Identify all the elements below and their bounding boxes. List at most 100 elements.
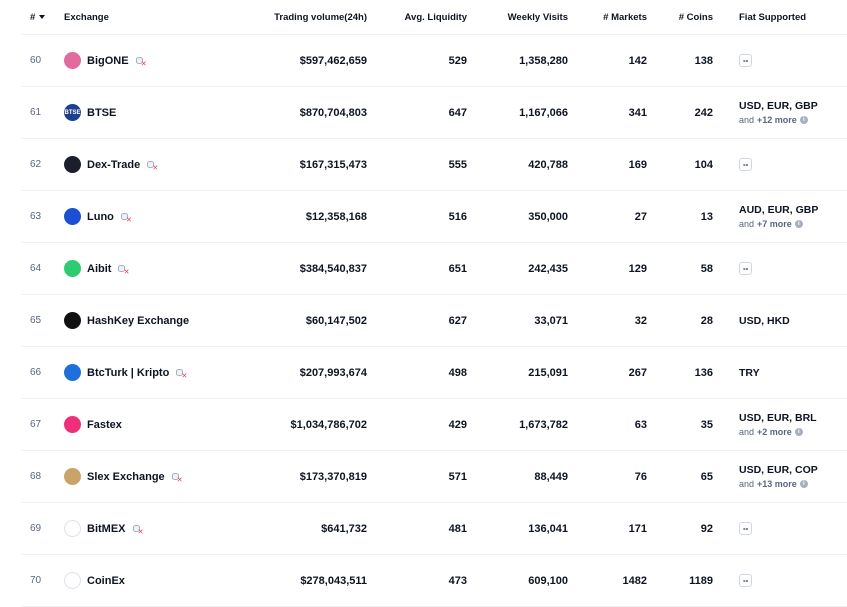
- exchange-name-link[interactable]: BitMEX: [87, 522, 126, 535]
- fiat-more-count[interactable]: +12 more: [757, 115, 797, 125]
- volume-cell: $278,043,511: [229, 554, 367, 607]
- rank-cell: 63: [21, 190, 64, 243]
- coinex-logo-icon[interactable]: [64, 572, 81, 589]
- btcturk-logo-icon[interactable]: [64, 364, 81, 381]
- volume-cell: $207,993,674: [229, 346, 367, 399]
- table-row[interactable]: 67 Fastex $1,034,786,702 429 1,673,782 63 35 US…: [21, 398, 847, 451]
- exchange-name-link[interactable]: Aibit: [87, 262, 112, 275]
- fiat-column-header: Fiat Supported: [713, 0, 847, 35]
- exchange-cell[interactable]: Luno ✕: [64, 190, 229, 243]
- exchange-name-link[interactable]: Luno: [87, 210, 114, 223]
- exchange-cell[interactable]: Slex Exchange ✕: [64, 450, 229, 503]
- exchange-cell[interactable]: BtcTurk | Kripto ✕: [64, 346, 229, 399]
- exchange-cell[interactable]: Aibit ✕: [64, 242, 229, 295]
- table-row[interactable]: 65 HashKey Exchange $60,147,502 627 33,071 32…: [21, 294, 847, 347]
- fiat-empty-badge: --: [739, 262, 753, 275]
- table-row[interactable]: 62 Dex-Trade ✕ $167,315,473 555 420,788 169 104…: [21, 138, 847, 191]
- untracked-database-icon[interactable]: ✕: [135, 56, 147, 68]
- exchange-cell[interactable]: Fastex: [64, 398, 229, 451]
- table-row[interactable]: 68 Slex Exchange ✕ $173,370,819 571 88,449 76 6…: [21, 450, 847, 503]
- table-row[interactable]: 63 Luno ✕ $12,358,168 516 350,000 27 13 AUD, EUR…: [21, 190, 847, 243]
- exchange-name-link[interactable]: BtcTurk | Kripto: [87, 366, 170, 379]
- dex-trade-logo-icon[interactable]: [64, 156, 81, 173]
- info-icon[interactable]: i: [799, 116, 808, 124]
- hashkey-logo-icon[interactable]: [64, 312, 81, 329]
- exchange-name-link[interactable]: HashKey Exchange: [87, 314, 190, 327]
- volume-cell: $1,034,786,702: [229, 398, 367, 451]
- exchange-table: # Exchange Trading volume(24h) Avg. Liqu…: [21, 0, 847, 607]
- coins-cell: 92: [647, 502, 713, 555]
- visits-column-header[interactable]: Weekly Visits: [467, 0, 568, 35]
- table-row[interactable]: 70 CoinEx $278,043,511 473 609,100 1482 1189 --: [21, 554, 847, 607]
- visits-cell: 33,071: [467, 294, 568, 347]
- exchange-cell[interactable]: BitMEX ✕: [64, 502, 229, 555]
- info-icon[interactable]: i: [794, 428, 803, 436]
- untracked-database-icon[interactable]: ✕: [120, 212, 132, 224]
- visits-cell: 1,673,782: [467, 398, 568, 451]
- fiat-more-count[interactable]: +2 more: [757, 427, 792, 437]
- coins-cell: 1189: [647, 554, 713, 607]
- exchange-name-link[interactable]: Dex-Trade: [87, 158, 141, 171]
- sort-caret-icon[interactable]: [39, 14, 46, 19]
- coins-cell: 35: [647, 398, 713, 451]
- fiat-cell: USD, EUR, GBP and +12 more i: [713, 86, 847, 139]
- visits-cell: 1,167,066: [467, 86, 568, 139]
- untracked-database-icon[interactable]: ✕: [118, 264, 129, 276]
- exchange-cell[interactable]: BigONE ✕: [64, 34, 229, 87]
- markets-cell: 169: [568, 138, 647, 191]
- liquidity-cell: 555: [367, 138, 467, 191]
- table-row[interactable]: 64 Aibit ✕ $384,540,837 651 242,435 129 58 --: [21, 242, 847, 295]
- rank-cell: 70: [21, 554, 64, 607]
- untracked-database-icon[interactable]: ✕: [176, 368, 187, 380]
- fiat-more[interactable]: and +2 more i: [739, 427, 847, 437]
- fiat-more-count[interactable]: +13 more: [757, 479, 797, 489]
- exchange-cell[interactable]: BTSE BTSE: [64, 86, 229, 139]
- markets-cell: 341: [568, 86, 647, 139]
- fiat-cell: USD, EUR, BRL and +2 more i: [713, 398, 847, 451]
- table-row[interactable]: 60 BigONE ✕ $597,462,659 529 1,358,280 142 138 -…: [21, 34, 847, 87]
- exchange-name-link[interactable]: Fastex: [87, 418, 122, 431]
- coins-cell: 28: [647, 294, 713, 347]
- volume-column-header[interactable]: Trading volume(24h): [229, 0, 367, 35]
- visits-cell: 350,000: [467, 190, 568, 243]
- untracked-database-icon[interactable]: ✕: [132, 524, 144, 536]
- visits-cell: 215,091: [467, 346, 568, 399]
- exchange-name-link[interactable]: Slex Exchange: [87, 470, 165, 483]
- exchange-column-header[interactable]: Exchange: [64, 0, 229, 35]
- untracked-database-icon[interactable]: ✕: [147, 160, 158, 172]
- exchange-name-link[interactable]: BigONE: [87, 54, 129, 67]
- exchange-name-link[interactable]: CoinEx: [87, 574, 125, 587]
- fastex-logo-icon[interactable]: [64, 416, 81, 433]
- coins-cell: 58: [647, 242, 713, 295]
- btse-logo-icon[interactable]: BTSE: [64, 104, 81, 121]
- slex-logo-icon[interactable]: [64, 468, 81, 485]
- liquidity-column-header[interactable]: Avg. Liquidity: [367, 0, 467, 35]
- fiat-more[interactable]: and +7 more i: [739, 219, 847, 229]
- fiat-more-count[interactable]: +7 more: [757, 219, 792, 229]
- aibit-logo-icon[interactable]: [64, 260, 81, 277]
- info-icon[interactable]: i: [799, 480, 808, 488]
- exchange-cell[interactable]: Dex-Trade ✕: [64, 138, 229, 191]
- markets-cell: 32: [568, 294, 647, 347]
- markets-column-header[interactable]: # Markets: [568, 0, 647, 35]
- markets-cell: 171: [568, 502, 647, 555]
- fiat-more-prefix: and: [739, 479, 755, 489]
- info-icon[interactable]: i: [794, 220, 803, 228]
- bitmex-logo-icon[interactable]: [64, 520, 81, 537]
- exchange-name-link[interactable]: BTSE: [87, 106, 117, 119]
- table-row[interactable]: 66 BtcTurk | Kripto ✕ $207,993,674 498 215,09…: [21, 346, 847, 399]
- coins-column-header[interactable]: # Coins: [647, 0, 713, 35]
- exchange-cell[interactable]: HashKey Exchange: [64, 294, 229, 347]
- table-row[interactable]: 61 BTSE BTSE $870,704,803 647 1,167,066 341 242…: [21, 86, 847, 139]
- untracked-database-icon[interactable]: ✕: [171, 472, 183, 484]
- fiat-more[interactable]: and +12 more i: [739, 115, 847, 125]
- markets-cell: 1482: [568, 554, 647, 607]
- fiat-more[interactable]: and +13 more i: [739, 479, 847, 489]
- fiat-cell: TRY: [713, 346, 847, 399]
- rank-column-header[interactable]: #: [21, 0, 64, 35]
- luno-logo-icon[interactable]: [64, 208, 81, 225]
- exchange-cell[interactable]: CoinEx: [64, 554, 229, 607]
- bigone-logo-icon[interactable]: [64, 52, 81, 69]
- table-row[interactable]: 69 BitMEX ✕ $641,732 481 136,041 171 92 --: [21, 502, 847, 555]
- volume-cell: $173,370,819: [229, 450, 367, 503]
